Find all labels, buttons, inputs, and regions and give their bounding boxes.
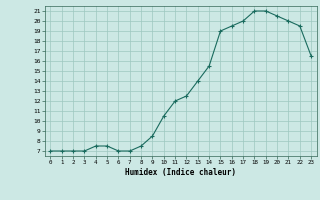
X-axis label: Humidex (Indice chaleur): Humidex (Indice chaleur) [125,168,236,177]
